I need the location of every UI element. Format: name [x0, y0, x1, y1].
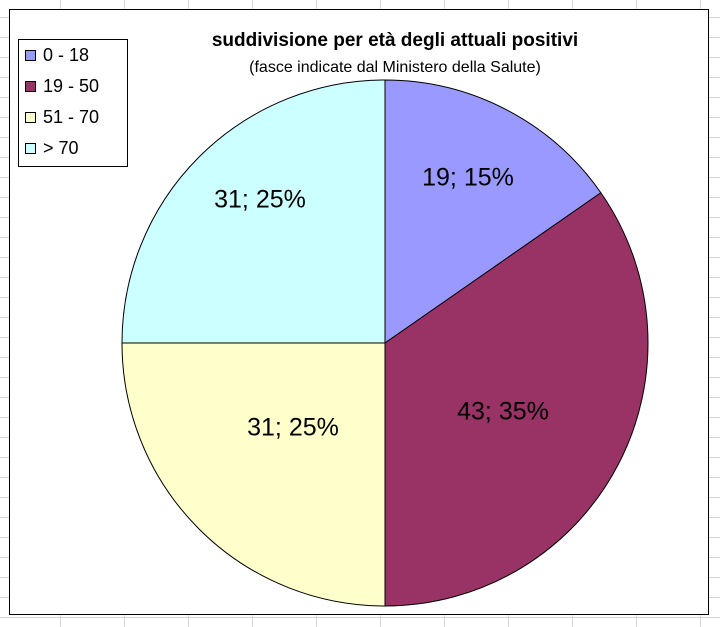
legend-label-51-70: 51 - 70: [43, 106, 100, 127]
pie-data-label-2: 31; 25%: [247, 414, 339, 442]
pie-slice-2: [121, 342, 386, 607]
legend-swatch-over-70: [25, 142, 36, 154]
legend-item-51-70: 51 - 70: [25, 106, 125, 128]
chart-subtitle: (fasce indicate dal Ministero della Salu…: [249, 59, 541, 76]
legend-item-0-18: 0 - 18: [25, 44, 125, 66]
pie-data-label-0: 19; 15%: [422, 164, 514, 192]
legend-label-19-50: 19 - 50: [43, 75, 100, 96]
chart-title: suddivisione per età degli attuali posit…: [211, 30, 579, 51]
legend-item-over-70: > 70: [25, 137, 125, 159]
pie-chart: 19; 15% 43; 35% 31; 25% 31; 25%: [121, 79, 649, 607]
pie-data-label-1: 43; 35%: [457, 398, 549, 426]
legend-swatch-0-18: [25, 49, 36, 61]
pie-slice-1: [384, 192, 649, 607]
legend-label-0-18: 0 - 18: [43, 44, 90, 65]
legend-swatch-51-70: [25, 111, 36, 123]
chart-area: suddivisione per età degli attuali posit…: [9, 9, 709, 615]
legend: 0 - 18 19 - 50 51 - 70 > 70: [18, 39, 128, 167]
pie-data-label-3: 31; 25%: [214, 186, 306, 214]
pie-slice-0: [384, 79, 602, 344]
legend-swatch-19-50: [25, 80, 36, 92]
pie-slice-3: [121, 79, 386, 344]
legend-item-19-50: 19 - 50: [25, 75, 125, 97]
legend-label-over-70: > 70: [43, 137, 79, 158]
